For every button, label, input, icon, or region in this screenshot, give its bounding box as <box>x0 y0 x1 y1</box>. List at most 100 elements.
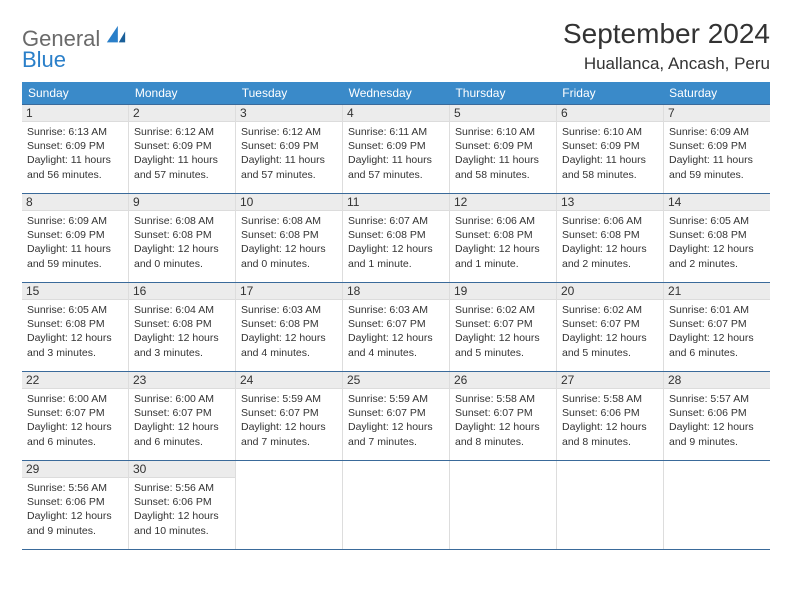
sunset-text: Sunset: 6:08 PM <box>134 228 230 242</box>
day-cell: 21Sunrise: 6:01 AMSunset: 6:07 PMDayligh… <box>664 283 770 371</box>
daylight-text: Daylight: 12 hours and 0 minutes. <box>134 242 230 270</box>
calendar-header-row: SundayMondayTuesdayWednesdayThursdayFrid… <box>22 82 770 104</box>
sunrise-text: Sunrise: 6:03 AM <box>241 303 337 317</box>
day-info: Sunrise: 6:03 AMSunset: 6:07 PMDaylight:… <box>348 303 444 360</box>
daylight-text: Daylight: 12 hours and 3 minutes. <box>134 331 230 359</box>
empty-cell <box>557 461 664 549</box>
sunrise-text: Sunrise: 6:00 AM <box>134 392 230 406</box>
day-number: 13 <box>557 194 663 211</box>
day-info: Sunrise: 6:02 AMSunset: 6:07 PMDaylight:… <box>562 303 658 360</box>
weekday-header: Friday <box>556 82 663 104</box>
day-number: 19 <box>450 283 556 300</box>
sunset-text: Sunset: 6:06 PM <box>27 495 123 509</box>
day-info: Sunrise: 6:06 AMSunset: 6:08 PMDaylight:… <box>562 214 658 271</box>
day-cell: 5Sunrise: 6:10 AMSunset: 6:09 PMDaylight… <box>450 105 557 193</box>
day-info: Sunrise: 6:00 AMSunset: 6:07 PMDaylight:… <box>134 392 230 449</box>
sunset-text: Sunset: 6:09 PM <box>348 139 444 153</box>
sunrise-text: Sunrise: 6:06 AM <box>562 214 658 228</box>
daylight-text: Daylight: 11 hours and 57 minutes. <box>241 153 337 181</box>
daylight-text: Daylight: 12 hours and 0 minutes. <box>241 242 337 270</box>
day-info: Sunrise: 5:59 AMSunset: 6:07 PMDaylight:… <box>241 392 337 449</box>
day-number: 3 <box>236 105 342 122</box>
sunset-text: Sunset: 6:07 PM <box>348 406 444 420</box>
sunset-text: Sunset: 6:08 PM <box>455 228 551 242</box>
sunset-text: Sunset: 6:08 PM <box>562 228 658 242</box>
day-number: 16 <box>129 283 235 300</box>
day-number: 7 <box>664 105 770 122</box>
day-cell: 23 Sunrise: 6:00 AMSunset: 6:07 PMDayligh… <box>129 372 236 460</box>
day-number: 6 <box>557 105 663 122</box>
daylight-text: Daylight: 12 hours and 10 minutes. <box>134 509 230 537</box>
sunset-text: Sunset: 6:08 PM <box>348 228 444 242</box>
day-info: Sunrise: 6:08 AMSunset: 6:08 PMDaylight:… <box>134 214 230 271</box>
day-number: 30 <box>129 461 235 478</box>
weekday-header: Thursday <box>449 82 556 104</box>
calendar-row: 22Sunrise: 6:00 AMSunset: 6:07 PMDayligh… <box>22 371 770 460</box>
day-info: Sunrise: 5:56 AMSunset: 6:06 PMDaylight:… <box>27 481 123 538</box>
daylight-text: Daylight: 12 hours and 6 minutes. <box>27 420 123 448</box>
daylight-text: Daylight: 11 hours and 57 minutes. <box>134 153 230 181</box>
sunrise-text: Sunrise: 6:09 AM <box>27 214 123 228</box>
sunrise-text: Sunrise: 6:11 AM <box>348 125 444 139</box>
day-cell: 22Sunrise: 6:00 AMSunset: 6:07 PMDayligh… <box>22 372 129 460</box>
daylight-text: Daylight: 12 hours and 6 minutes. <box>134 420 230 448</box>
day-cell: 11Sunrise: 6:07 AMSunset: 6:08 PMDayligh… <box>343 194 450 282</box>
sunrise-text: Sunrise: 5:56 AM <box>27 481 123 495</box>
sunset-text: Sunset: 6:09 PM <box>669 139 765 153</box>
sunrise-text: Sunrise: 6:10 AM <box>455 125 551 139</box>
day-cell: 1Sunrise: 6:13 AMSunset: 6:09 PMDaylight… <box>22 105 129 193</box>
day-number: 18 <box>343 283 449 300</box>
sunset-text: Sunset: 6:07 PM <box>455 317 551 331</box>
location: Huallanca, Ancash, Peru <box>563 54 770 74</box>
weekday-header: Tuesday <box>236 82 343 104</box>
day-cell: 2Sunrise: 6:12 AMSunset: 6:09 PMDaylight… <box>129 105 236 193</box>
calendar-row: 15Sunrise: 6:05 AMSunset: 6:08 PMDayligh… <box>22 282 770 371</box>
day-cell: 20Sunrise: 6:02 AMSunset: 6:07 PMDayligh… <box>557 283 664 371</box>
day-number: 29 <box>22 461 128 478</box>
day-info: Sunrise: 6:00 AMSunset: 6:07 PMDaylight:… <box>27 392 123 449</box>
daylight-text: Daylight: 11 hours and 59 minutes. <box>669 153 765 181</box>
weekday-header: Wednesday <box>343 82 450 104</box>
calendar-page: General Blue September 2024 Huallanca, A… <box>0 0 792 568</box>
sunset-text: Sunset: 6:09 PM <box>27 139 123 153</box>
day-info: Sunrise: 6:02 AMSunset: 6:07 PMDaylight:… <box>455 303 551 360</box>
day-number: 28 <box>664 372 770 389</box>
day-number: 27 <box>557 372 663 389</box>
day-number: 23 <box>129 372 235 389</box>
day-cell: 17Sunrise: 6:03 AMSunset: 6:08 PMDayligh… <box>236 283 343 371</box>
sunset-text: Sunset: 6:07 PM <box>669 317 765 331</box>
sunrise-text: Sunrise: 6:00 AM <box>27 392 123 406</box>
day-cell: 16 Sunrise: 6:04 AMSunset: 6:08 PMDayligh… <box>129 283 236 371</box>
sunset-text: Sunset: 6:07 PM <box>241 406 337 420</box>
logo-text: General Blue <box>22 24 127 71</box>
day-cell: 12Sunrise: 6:06 AMSunset: 6:08 PMDayligh… <box>450 194 557 282</box>
daylight-text: Daylight: 12 hours and 4 minutes. <box>241 331 337 359</box>
daylight-text: Daylight: 11 hours and 58 minutes. <box>455 153 551 181</box>
calendar-row: 8 Sunrise: 6:09 AMSunset: 6:09 PMDaylight… <box>22 193 770 282</box>
empty-cell <box>343 461 450 549</box>
daylight-text: Daylight: 11 hours and 58 minutes. <box>562 153 658 181</box>
daylight-text: Daylight: 12 hours and 2 minutes. <box>669 242 765 270</box>
sunrise-text: Sunrise: 5:58 AM <box>455 392 551 406</box>
title-block: September 2024 Huallanca, Ancash, Peru <box>563 18 770 74</box>
daylight-text: Daylight: 12 hours and 7 minutes. <box>241 420 337 448</box>
day-info: Sunrise: 6:11 AMSunset: 6:09 PMDaylight:… <box>348 125 444 182</box>
day-cell: 13 Sunrise: 6:06 AMSunset: 6:08 PMDayligh… <box>557 194 664 282</box>
day-number: 8 <box>22 194 128 211</box>
day-info: Sunrise: 6:09 AMSunset: 6:09 PMDaylight:… <box>27 214 123 271</box>
day-number: 17 <box>236 283 342 300</box>
day-info: Sunrise: 6:04 AMSunset: 6:08 PMDaylight:… <box>134 303 230 360</box>
logo: General Blue <box>22 18 127 71</box>
day-cell: 25Sunrise: 5:59 AMSunset: 6:07 PMDayligh… <box>343 372 450 460</box>
empty-cell <box>664 461 770 549</box>
calendar-body: 1Sunrise: 6:13 AMSunset: 6:09 PMDaylight… <box>22 104 770 550</box>
day-info: Sunrise: 6:09 AMSunset: 6:09 PMDaylight:… <box>669 125 765 182</box>
daylight-text: Daylight: 12 hours and 8 minutes. <box>562 420 658 448</box>
sunrise-text: Sunrise: 6:12 AM <box>241 125 337 139</box>
day-number: 25 <box>343 372 449 389</box>
daylight-text: Daylight: 12 hours and 2 minutes. <box>562 242 658 270</box>
day-info: Sunrise: 5:56 AMSunset: 6:06 PMDaylight:… <box>134 481 230 538</box>
sunrise-text: Sunrise: 6:03 AM <box>348 303 444 317</box>
daylight-text: Daylight: 12 hours and 1 minute. <box>348 242 444 270</box>
sunrise-text: Sunrise: 6:08 AM <box>134 214 230 228</box>
